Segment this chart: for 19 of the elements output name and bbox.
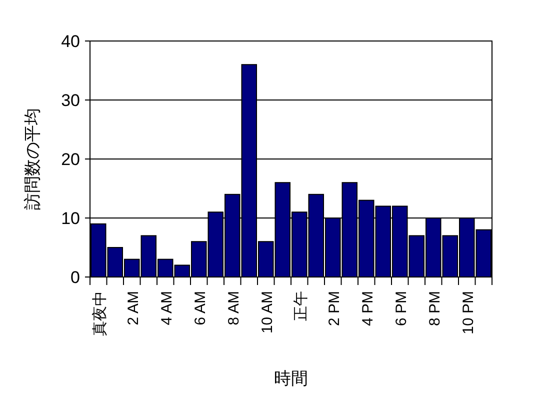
x-tick-label: 8 AM: [225, 291, 242, 326]
x-tick-label: 真夜中: [91, 291, 108, 336]
x-tick-label: 6 AM: [192, 291, 209, 326]
y-tick-label: 0: [70, 268, 80, 287]
x-tick-label: 4 PM: [359, 291, 376, 326]
x-tick-label: 10 PM: [460, 291, 477, 334]
x-axis-title: 時間: [274, 369, 308, 388]
x-tick-label: 2 AM: [124, 291, 142, 326]
x-tick-label: 2 PM: [326, 291, 343, 326]
y-tick-label: 30: [61, 91, 80, 110]
x-tick-label: 10 AM: [258, 291, 276, 334]
y-tick-label: 10: [61, 209, 80, 228]
x-tick-label: 6 PM: [392, 291, 410, 326]
x-tick-label: 正午: [292, 291, 310, 321]
x-tick-label: 4 AM: [158, 291, 176, 326]
y-tick-label: 40: [61, 32, 80, 51]
y-axis-title: 訪問数の平均: [23, 108, 42, 210]
y-tick-label: 20: [61, 150, 80, 169]
x-tick-label: 8 PM: [426, 291, 444, 326]
